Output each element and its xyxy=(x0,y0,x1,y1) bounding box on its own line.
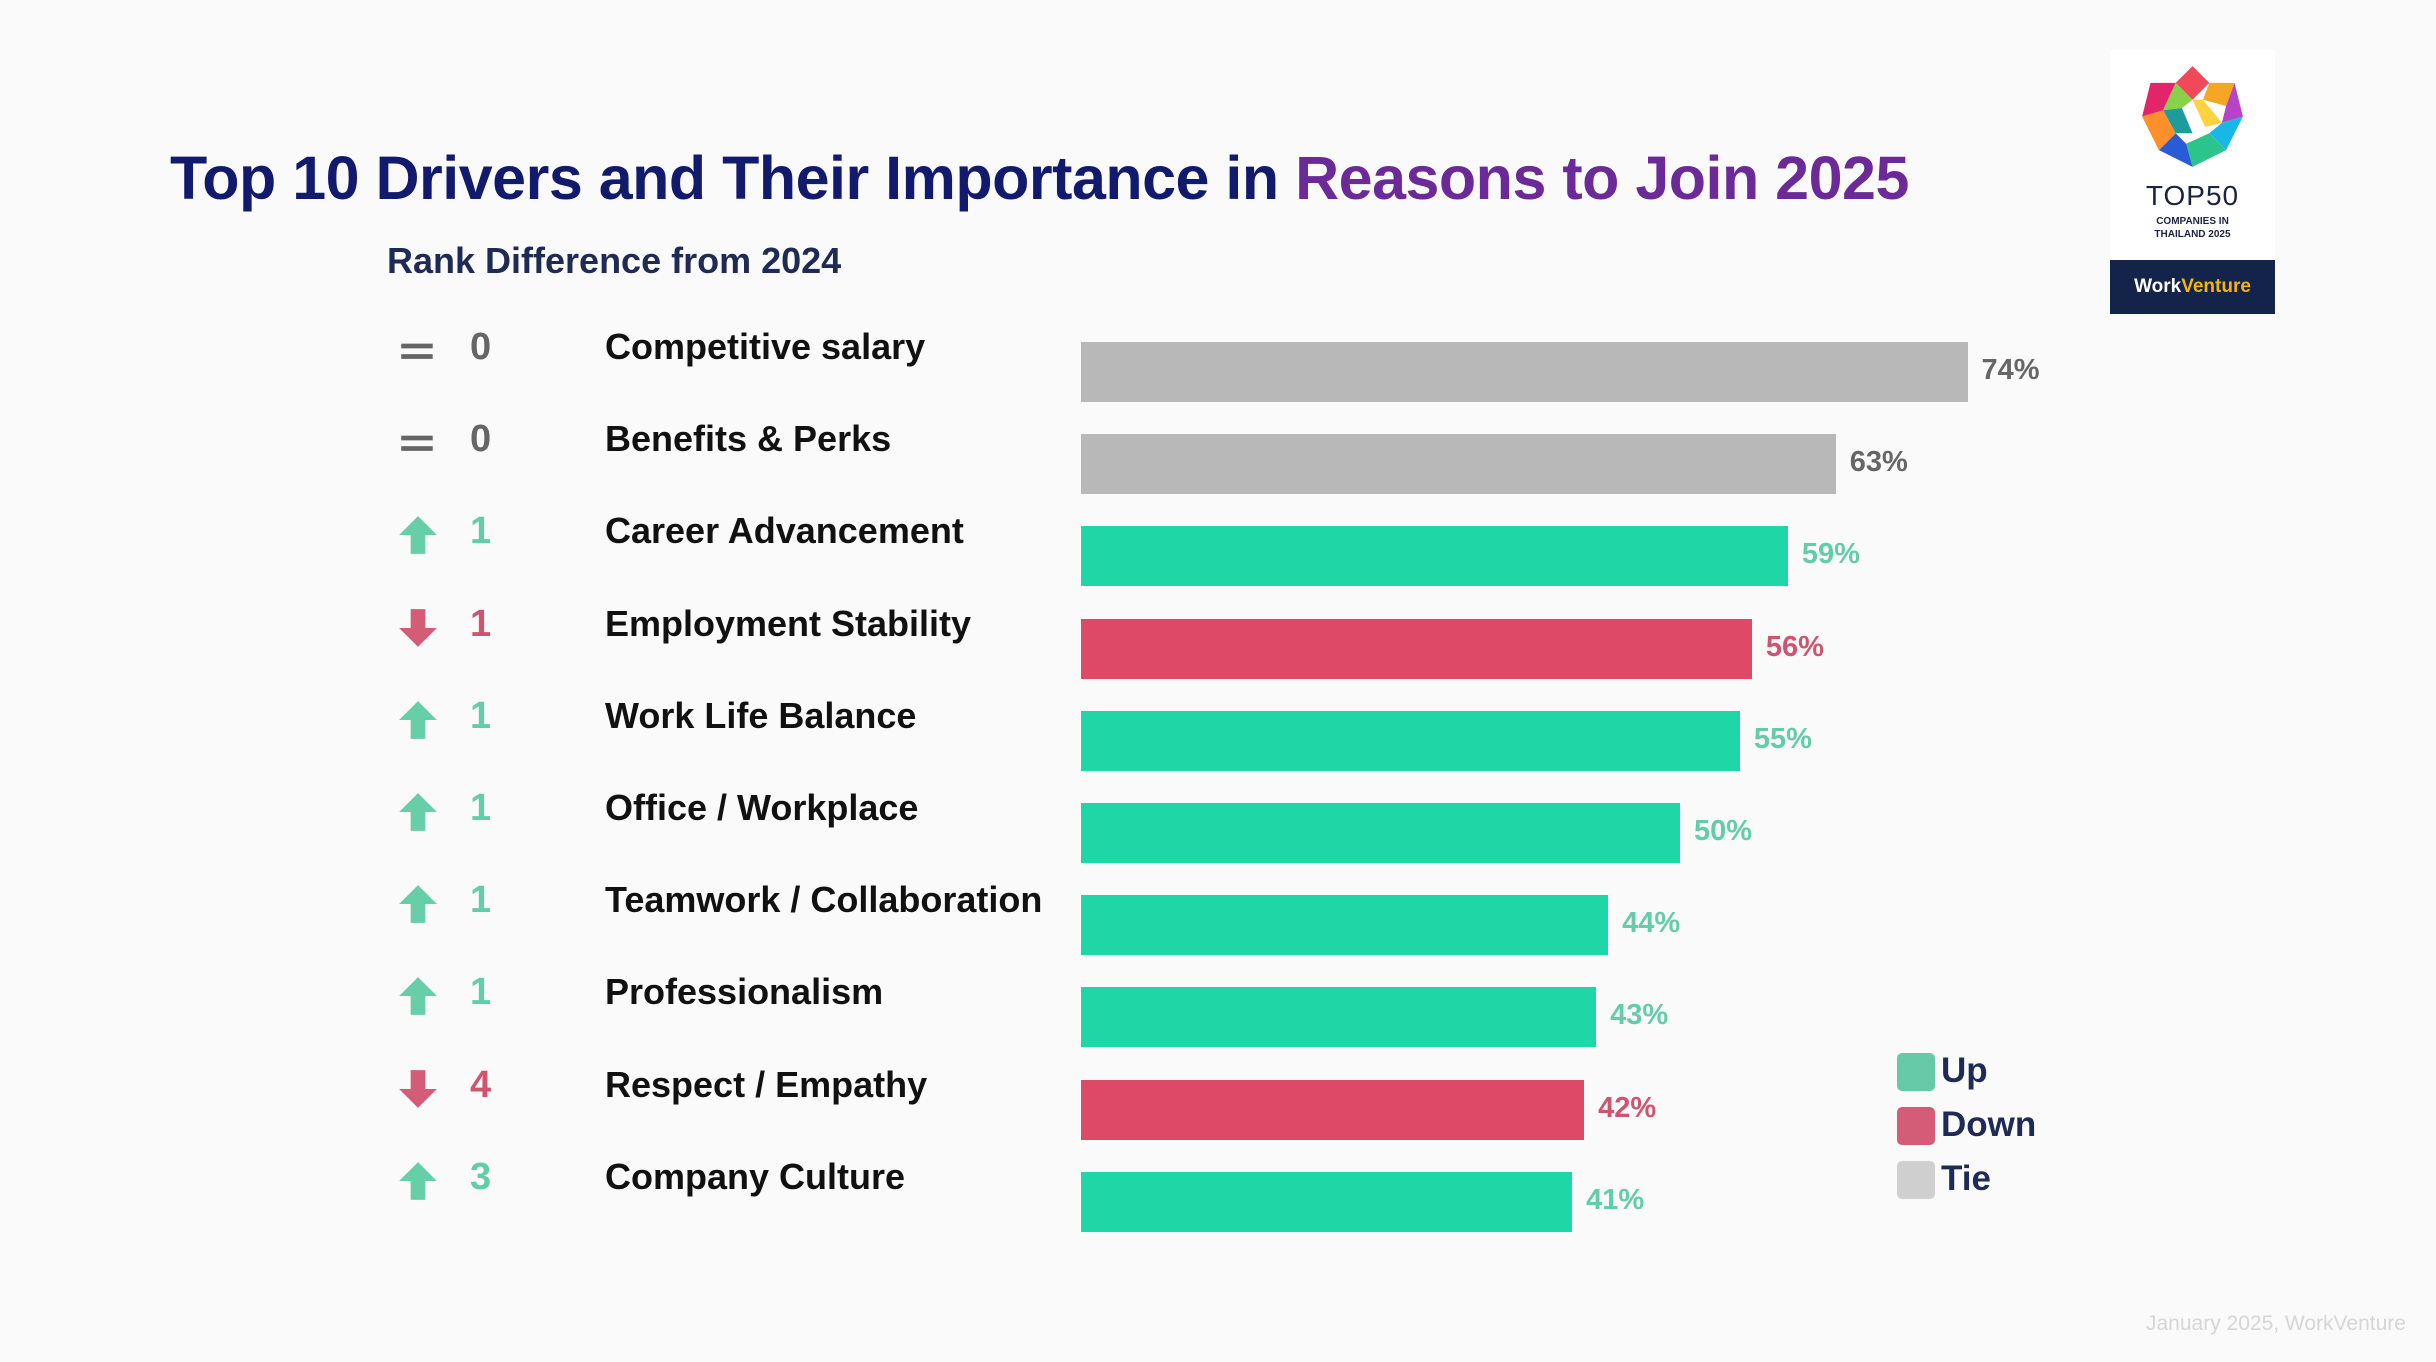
category-label: Company Culture xyxy=(605,1155,906,1197)
bar xyxy=(1081,987,1597,1048)
chart-subtitle: Rank Difference from 2024 xyxy=(387,240,842,281)
category-label: Competitive salary xyxy=(605,326,926,367)
bar-value-label: 41% xyxy=(1586,1183,1645,1216)
rank-change-value: 0 xyxy=(470,418,492,461)
legend-swatch-up xyxy=(1897,1053,1935,1091)
category-label: Employment Stability xyxy=(605,602,972,644)
chart-title-accent: Reasons to Join 2025 xyxy=(1295,144,1909,212)
legend-label-up: Up xyxy=(1941,1051,1988,1090)
chart-row: 1 Career Advancement 59% xyxy=(0,496,2436,592)
bar-value-label: 59% xyxy=(1801,538,1860,571)
arrow-down-icon xyxy=(397,607,439,649)
category-label: Respect / Empathy xyxy=(605,1063,928,1105)
bar-value-label: 55% xyxy=(1753,722,1812,755)
logo-tagline: COMPANIES IN THAILAND 2025 xyxy=(2110,215,2275,241)
logo-band-venture: Venture xyxy=(2181,276,2251,297)
category-label: Benefits & Perks xyxy=(605,418,892,460)
bar xyxy=(1081,434,1836,495)
bar-value-label: 43% xyxy=(1610,999,1669,1032)
category-label: Office / Workplace xyxy=(605,787,919,828)
category-label: Career Advancement xyxy=(605,510,964,552)
bar xyxy=(1081,803,1680,863)
chart-title-main: Top 10 Drivers and Their Importance in xyxy=(170,144,1296,212)
rank-change-value: 1 xyxy=(470,694,492,737)
arrow-up-icon xyxy=(397,975,439,1017)
equals-icon xyxy=(397,330,439,372)
bar-value-label: 56% xyxy=(1765,630,1824,663)
chart-row: 1 Employment Stability 56% xyxy=(0,589,2436,685)
category-label: Teamwork / Collaboration xyxy=(605,879,1043,921)
rank-change-value: 0 xyxy=(470,326,492,368)
logo-band: Work Venture xyxy=(2110,260,2275,314)
bar xyxy=(1081,526,1788,587)
bar xyxy=(1081,710,1740,771)
rank-change-value: 1 xyxy=(470,510,492,553)
bar xyxy=(1081,1079,1585,1140)
chart-row: 1 Work Life Balance 55% xyxy=(0,681,2436,777)
legend-swatch-tie xyxy=(1897,1161,1935,1199)
arrow-up-icon xyxy=(397,883,439,925)
bar-value-label: 42% xyxy=(1598,1091,1657,1124)
rank-change-value: 1 xyxy=(470,971,492,1014)
arrow-up-icon xyxy=(397,791,439,833)
rank-change-value: 1 xyxy=(470,879,492,922)
bar xyxy=(1081,618,1752,679)
rank-change-value: 1 xyxy=(470,602,492,645)
logo-band-work: Work xyxy=(2134,276,2182,297)
chart-title: Top 10 Drivers and Their Importance in R… xyxy=(170,143,1909,213)
bar xyxy=(1081,1171,1573,1232)
arrow-up-icon xyxy=(397,699,439,741)
chart-row: 1 Office / Workplace 50% xyxy=(0,773,2436,869)
chart-row: 4 Respect / Empathy 42% xyxy=(0,1050,2436,1146)
logo-line1: COMPANIES IN xyxy=(2156,216,2229,227)
arrow-up-icon xyxy=(397,514,439,556)
arrow-down-icon xyxy=(397,1068,439,1110)
bar-value-label: 63% xyxy=(1849,446,1908,479)
rank-change-value: 1 xyxy=(470,787,492,829)
rank-change-value: 3 xyxy=(470,1155,492,1198)
footer-credit: January 2025, WorkVenture xyxy=(2146,1312,2406,1335)
bar-value-label: 50% xyxy=(1694,815,1753,847)
rank-change-value: 4 xyxy=(470,1063,492,1106)
legend-label-down: Down xyxy=(1941,1105,2037,1144)
equals-icon xyxy=(397,422,439,464)
category-label: Professionalism xyxy=(605,971,884,1013)
logo-line2: THAILAND 2025 xyxy=(2154,229,2231,240)
legend-label-tie: Tie xyxy=(1941,1159,1991,1198)
chart-row: 3 Company Culture 41% xyxy=(0,1142,2436,1238)
category-label: Work Life Balance xyxy=(605,694,917,736)
chart-row: 1 Teamwork / Collaboration 44% xyxy=(0,865,2436,961)
chart-row: 0 Competitive salary 74% xyxy=(0,312,2436,408)
top50-star-icon xyxy=(2142,66,2243,167)
arrow-up-icon xyxy=(397,1160,439,1202)
legend-swatch-down xyxy=(1897,1107,1935,1145)
bar xyxy=(1081,342,1968,402)
chart-row: 0 Benefits & Perks 63% xyxy=(0,404,2436,500)
bar xyxy=(1081,895,1609,956)
bar-value-label: 74% xyxy=(1981,354,2040,386)
chart-row: 1 Professionalism 43% xyxy=(0,957,2436,1053)
top50-logo: TOP50 COMPANIES IN THAILAND 2025 Work Ven… xyxy=(2110,50,2275,314)
logo-brand: TOP50 xyxy=(2145,180,2240,211)
bar-value-label: 44% xyxy=(1622,907,1681,940)
